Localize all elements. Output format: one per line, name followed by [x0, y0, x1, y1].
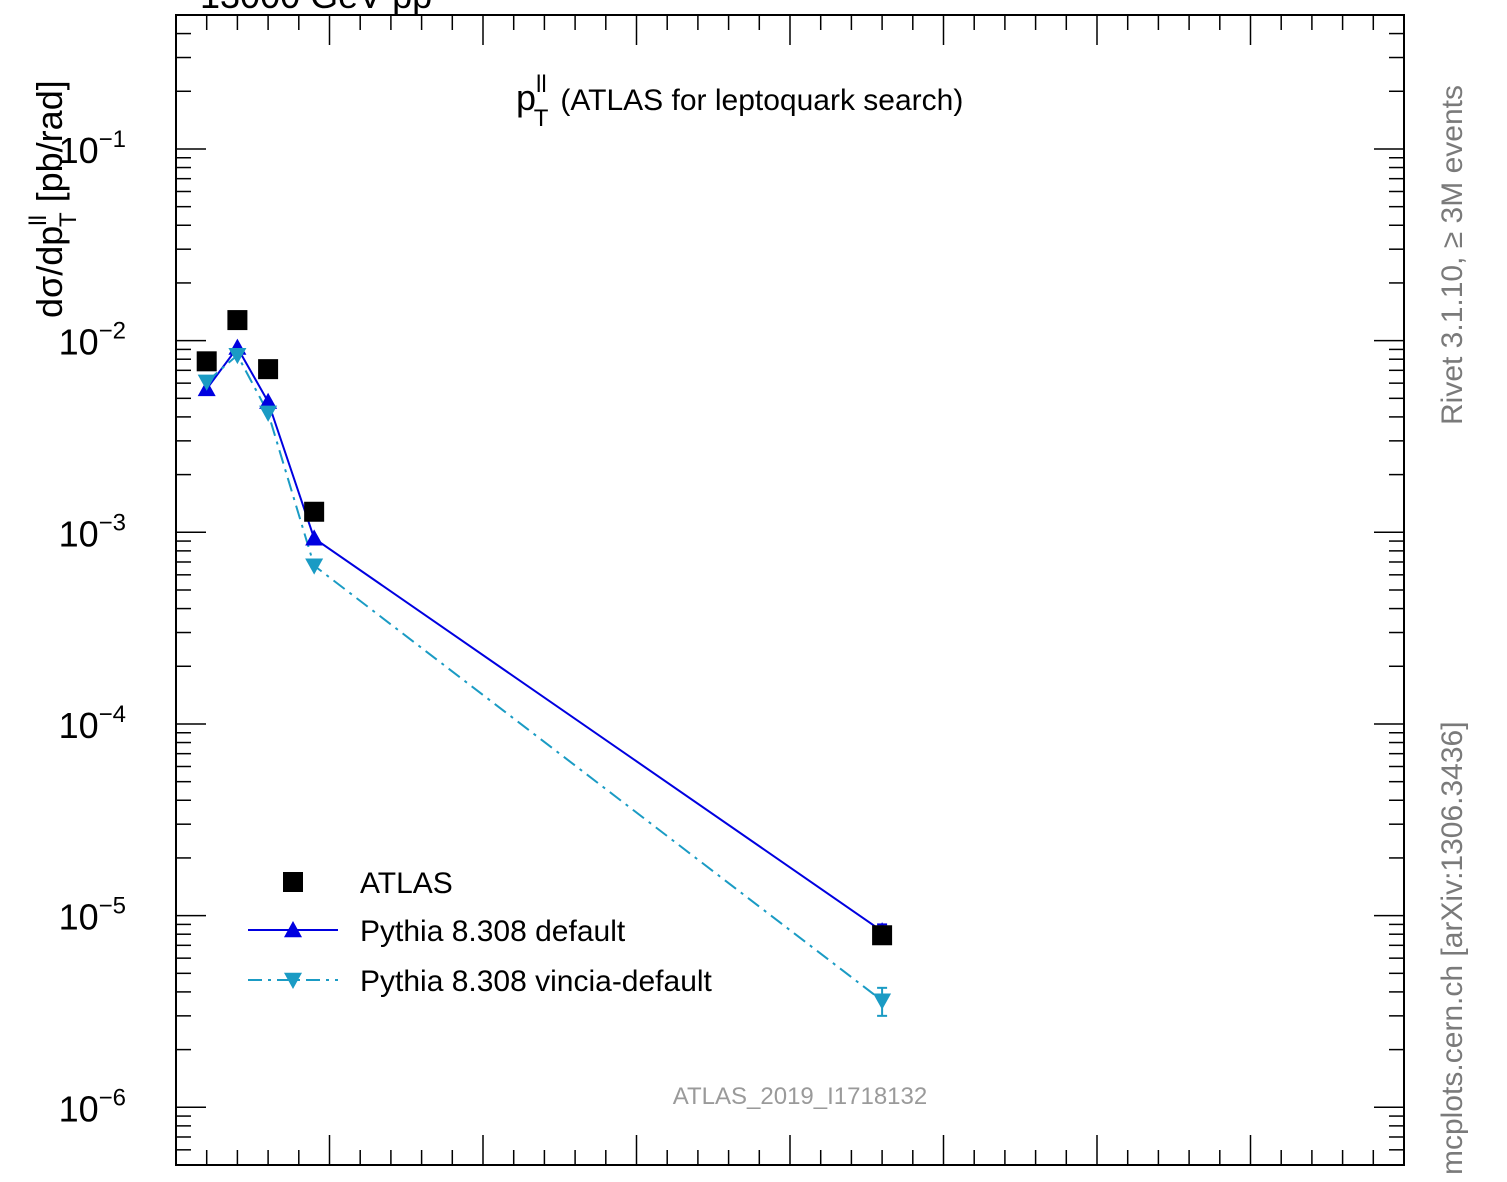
- watermark: ATLAS_2019_I1718132: [673, 1083, 927, 1110]
- y-tick-labels: 10−6 10−5 10−4 10−3 10−2 10−1: [59, 126, 126, 1129]
- title-sup: ll: [536, 71, 547, 98]
- data-point: [259, 392, 278, 409]
- data-point: [227, 310, 248, 331]
- data-point: [197, 374, 216, 391]
- legend-label: ATLAS: [360, 867, 453, 900]
- legend-label: Pythia 8.308 default: [360, 915, 626, 948]
- y-tick-label: 10−6: [59, 1084, 126, 1129]
- ylabel-sub: T: [55, 212, 82, 227]
- y-tick-label: 10−5: [59, 893, 126, 938]
- series-line: [206, 353, 883, 1002]
- y-tick-label: 10−1: [59, 126, 126, 171]
- legend-marker: [283, 872, 303, 892]
- data-point: [196, 351, 217, 372]
- data-point: [872, 925, 893, 946]
- data-point: [258, 359, 279, 380]
- top-left-label: 13000 GeV pp: [200, 0, 432, 16]
- data-point: [259, 405, 278, 422]
- data-point: [873, 993, 892, 1010]
- ylabel-prefix: dσ/dp: [29, 226, 70, 318]
- y-tick-label: 10−4: [59, 701, 126, 746]
- data-point: [305, 558, 324, 575]
- legend: ATLAS Pythia 8.308 default Pythia 8.308 vi…: [248, 867, 713, 998]
- title-main: p: [516, 77, 536, 118]
- y-tick-label: 10−3: [59, 509, 126, 554]
- side-label-top: Rivet 3.1.10, ≥ 3M events: [1436, 85, 1469, 425]
- data-point: [228, 347, 247, 365]
- chart-title: pll T (ATLAS for leptoquark search): [516, 71, 963, 132]
- y-tick-label: 10−2: [59, 318, 126, 363]
- axis-ticks: [175, 14, 1405, 1166]
- ylabel-suffix: [pb/rad]: [29, 80, 70, 202]
- legend-label: Pythia 8.308 vincia-default: [360, 965, 713, 998]
- ylabel-sup: ll: [25, 215, 52, 226]
- title-sub: T: [534, 105, 549, 132]
- legend-marker: [284, 972, 302, 989]
- data-point: [304, 501, 325, 522]
- legend-marker: [284, 921, 302, 938]
- side-label-bottom: mcplots.cern.ch [arXiv:1306.3436]: [1436, 721, 1469, 1175]
- y-axis-label: dσ/dpll T [pb/rad]: [25, 80, 82, 318]
- title-rest: (ATLAS for leptoquark search): [560, 84, 963, 117]
- data-point: [305, 529, 324, 546]
- series-layer: [196, 310, 893, 1017]
- series-line: [205, 345, 883, 932]
